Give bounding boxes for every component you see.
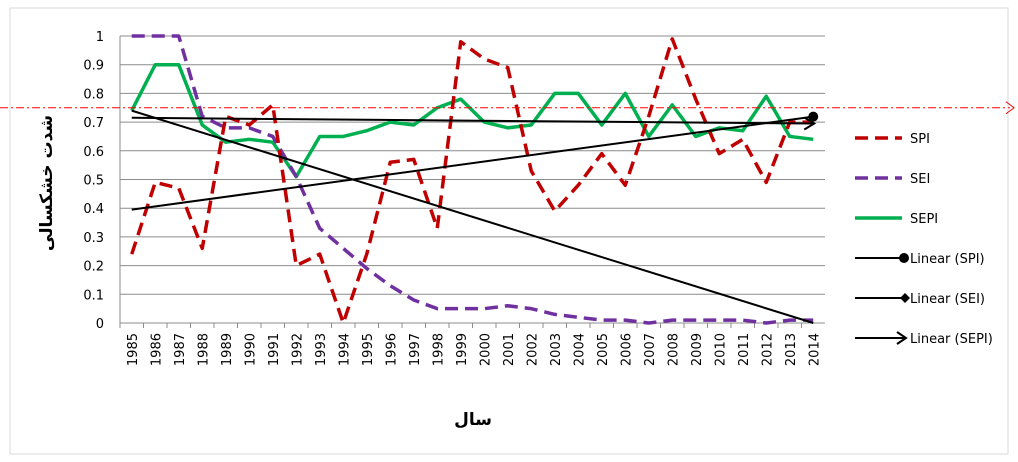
y-tick-label: 0.5 xyxy=(83,174,104,189)
x-tick-label: 2006 xyxy=(619,333,634,366)
x-tick-label: 2008 xyxy=(666,333,681,366)
x-tick-label: 1999 xyxy=(455,333,470,366)
y-tick-label: 0.3 xyxy=(83,231,104,246)
x-tick-label: 2000 xyxy=(478,333,493,366)
y-tick-label: 1 xyxy=(96,30,104,45)
legend-label: Linear (SPI) xyxy=(910,252,985,267)
x-axis-ticks: 1985 1986 1987 1988 1989 1990 1991 1992 1993 1994… xyxy=(119,323,822,366)
x-tick-label: 2004 xyxy=(572,333,587,366)
legend-marker-circle xyxy=(899,253,909,263)
reference-line-arrow xyxy=(1005,101,1015,115)
y-tick-label: 0.4 xyxy=(83,202,104,217)
x-tick-label: 1998 xyxy=(431,333,446,366)
legend-label: Linear (SEPI) xyxy=(910,332,993,347)
x-tick-label: 2014 xyxy=(807,333,822,366)
trendline-linearsei xyxy=(131,109,814,324)
y-tick-label: 0 xyxy=(96,317,104,332)
trendline-end-circle xyxy=(808,111,819,122)
x-tick-label: 1986 xyxy=(149,333,164,366)
y-axis-title: شدت خشکسالی xyxy=(37,115,57,251)
chart-border xyxy=(9,7,1009,455)
x-tick-label: 1993 xyxy=(314,333,329,366)
y-tick-label: 0.8 xyxy=(83,87,104,102)
x-tick-label: 2005 xyxy=(596,333,611,366)
x-tick-label: 2001 xyxy=(502,333,517,366)
legend-marker-diamond xyxy=(900,293,910,303)
x-tick-label: 2011 xyxy=(737,333,752,366)
reference-line xyxy=(0,101,1015,115)
series-line-sepi xyxy=(130,62,814,179)
y-tick-label: 0.7 xyxy=(83,116,104,131)
legend-label: SPI xyxy=(910,132,930,147)
x-tick-label: 1988 xyxy=(196,333,211,366)
x-tick-label: 1996 xyxy=(384,333,399,366)
y-tick-label: 0.1 xyxy=(83,288,104,303)
y-tick-label: 0.2 xyxy=(83,260,104,275)
y-tick-label: 0.6 xyxy=(83,145,104,160)
legend-label: Linear (SEI) xyxy=(910,292,985,307)
x-tick-label: 2010 xyxy=(713,333,728,366)
x-tick-label: 1997 xyxy=(408,333,423,366)
y-tick-label: 0.9 xyxy=(83,59,104,74)
x-tick-label: 2013 xyxy=(784,333,799,366)
x-tick-label: 2003 xyxy=(549,333,564,366)
trendline-linearspi xyxy=(131,115,814,211)
x-tick-label: 1990 xyxy=(243,333,258,366)
y-axis-ticks: 0 0.1 0.2 0.3 0.4 0.5 0.6 0.7 0.8 0.9 1 xyxy=(83,30,104,332)
trend-lines xyxy=(131,109,819,324)
x-tick-label: 1987 xyxy=(173,333,188,366)
trendline-end-arrow xyxy=(803,116,817,131)
x-tick-label: 2012 xyxy=(760,333,775,366)
x-tick-label: 1992 xyxy=(290,333,305,366)
trendline-linearsepi xyxy=(131,116,814,125)
x-tick-label: 1995 xyxy=(361,333,376,366)
x-tick-label: 1994 xyxy=(337,333,352,366)
x-axis-title: سال xyxy=(454,410,492,430)
legend: SPI SEI SEPI Linear (SPI) Linear (SEI) Linear… xyxy=(855,132,993,347)
x-tick-label: 2007 xyxy=(643,333,658,366)
x-tick-label: 2002 xyxy=(525,333,540,366)
legend-label: SEI xyxy=(910,172,930,187)
series-line-sei xyxy=(131,34,814,325)
series-line-spi xyxy=(130,37,814,325)
legend-label: SEPI xyxy=(910,212,938,227)
x-tick-label: 1991 xyxy=(267,333,282,366)
x-tick-label: 1985 xyxy=(126,333,141,366)
x-tick-label: 1989 xyxy=(220,333,235,366)
x-tick-label: 2009 xyxy=(690,333,705,366)
legend-marker-arrow xyxy=(896,331,908,345)
series-lines xyxy=(130,34,814,325)
